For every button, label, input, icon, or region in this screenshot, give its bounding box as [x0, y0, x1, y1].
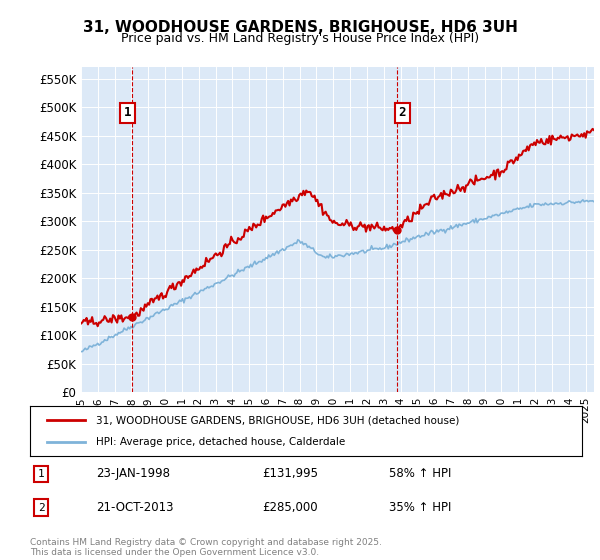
Text: 31, WOODHOUSE GARDENS, BRIGHOUSE, HD6 3UH (detached house): 31, WOODHOUSE GARDENS, BRIGHOUSE, HD6 3U… [96, 415, 460, 425]
Text: 58% ↑ HPI: 58% ↑ HPI [389, 468, 451, 480]
Text: £131,995: £131,995 [262, 468, 318, 480]
Text: 2: 2 [398, 106, 406, 119]
Text: 1: 1 [38, 469, 44, 479]
Text: 2: 2 [38, 502, 44, 512]
Text: Price paid vs. HM Land Registry's House Price Index (HPI): Price paid vs. HM Land Registry's House … [121, 32, 479, 45]
Text: £285,000: £285,000 [262, 501, 317, 514]
Text: 31, WOODHOUSE GARDENS, BRIGHOUSE, HD6 3UH: 31, WOODHOUSE GARDENS, BRIGHOUSE, HD6 3U… [83, 20, 517, 35]
Text: 21-OCT-2013: 21-OCT-2013 [96, 501, 174, 514]
Text: 1: 1 [124, 106, 131, 119]
Text: 35% ↑ HPI: 35% ↑ HPI [389, 501, 451, 514]
Text: Contains HM Land Registry data © Crown copyright and database right 2025.
This d: Contains HM Land Registry data © Crown c… [30, 538, 382, 557]
Text: HPI: Average price, detached house, Calderdale: HPI: Average price, detached house, Cald… [96, 437, 346, 447]
Text: 23-JAN-1998: 23-JAN-1998 [96, 468, 170, 480]
